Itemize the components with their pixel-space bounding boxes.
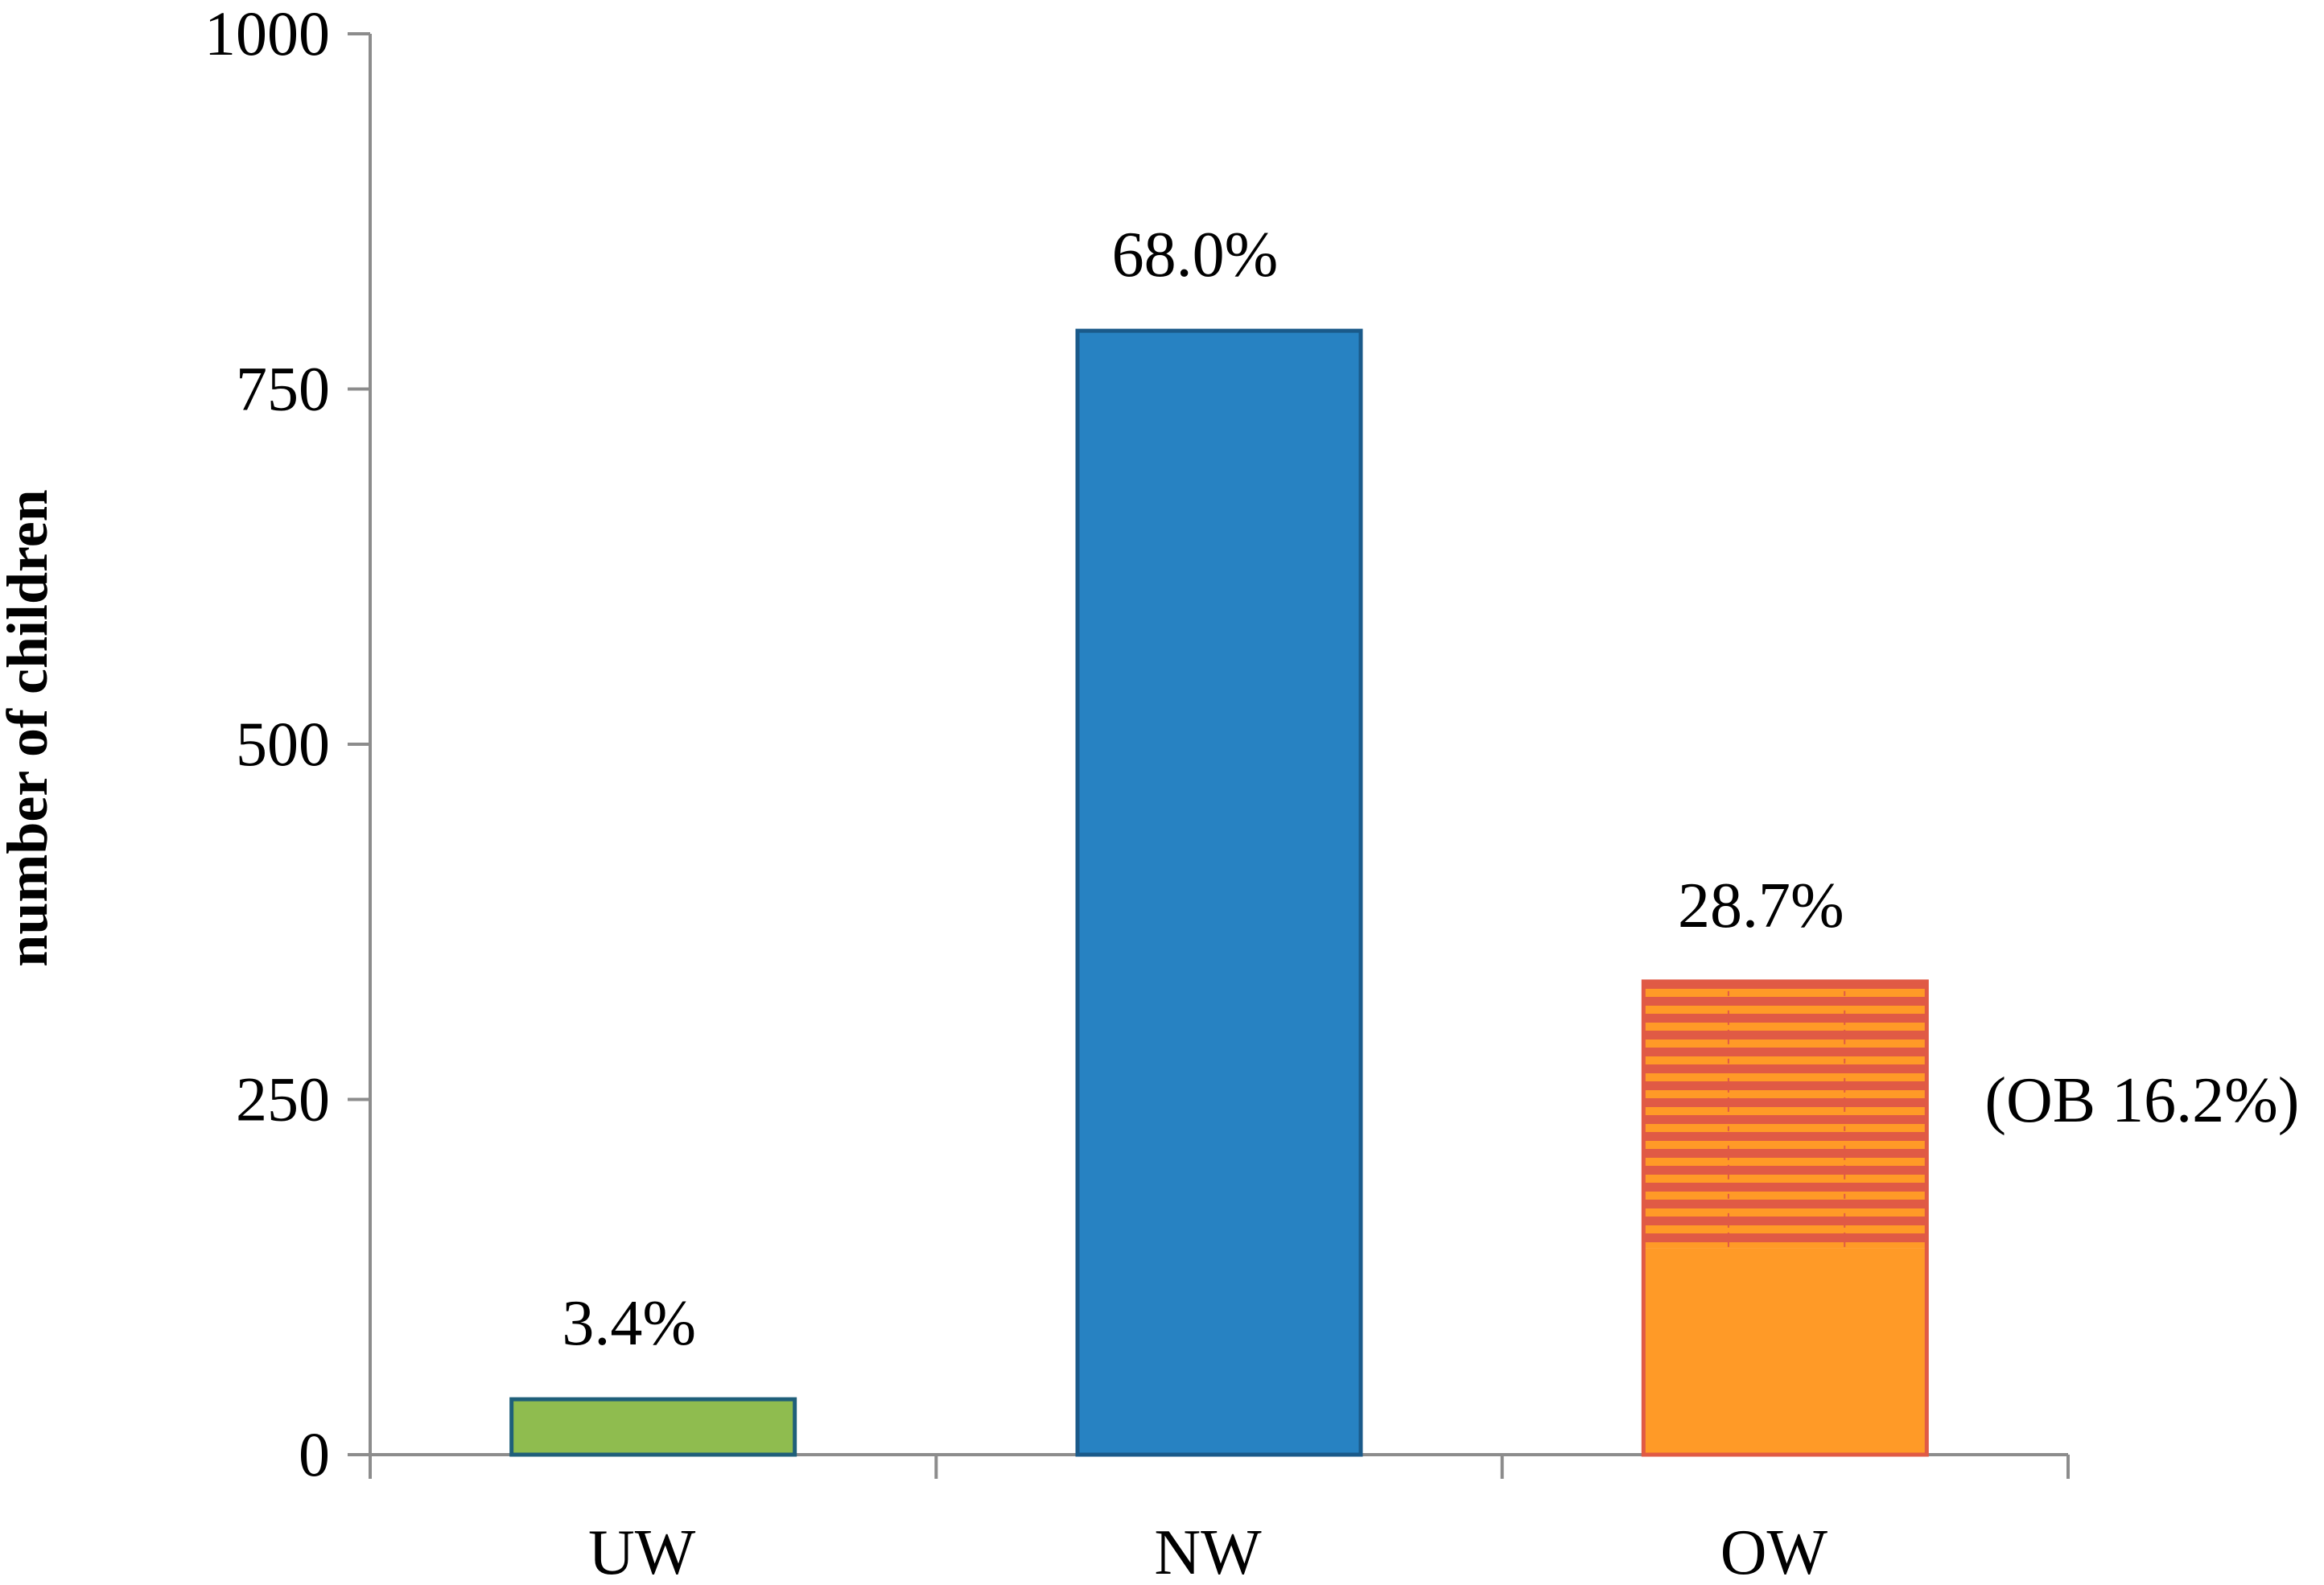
bar-ow-overweight xyxy=(1643,1248,1927,1455)
y-tick-label: 0 xyxy=(299,1419,330,1489)
y-tick-label: 750 xyxy=(236,354,330,424)
data-label-ow: 28.7% xyxy=(1678,871,1844,941)
y-axis-label: number of children xyxy=(0,489,60,966)
data-label-nw: 68.0% xyxy=(1112,220,1279,290)
bar-uw xyxy=(509,1397,797,1457)
y-tick-label: 1000 xyxy=(204,0,330,68)
bar-ow-obese xyxy=(1643,981,1927,1249)
annotation-ob: (OB 16.2%) xyxy=(1984,1065,2299,1136)
y-tick-label: 500 xyxy=(236,709,330,779)
x-ticks xyxy=(369,1455,2070,1479)
y-tick-label: 250 xyxy=(236,1064,330,1134)
x-category-label: NW xyxy=(1154,1517,1262,1585)
data-labels: 3.4% UW 68.0% NW (OB 16.2%) 28.7% OW xyxy=(562,220,2299,1585)
y-ticks: 0 250 500 750 1000 xyxy=(204,0,370,1489)
bars xyxy=(509,328,1929,1457)
bar-nw xyxy=(1075,328,1363,1457)
data-label-uw: 3.4% xyxy=(562,1288,696,1359)
bar-ow-outline xyxy=(1641,979,1929,1457)
x-category-label: UW xyxy=(588,1517,696,1585)
plot-area: 0 250 500 750 1000 3.4% UW 68.0% NW (OB 16.2%) 28… xyxy=(204,0,2299,1585)
x-category-label: OW xyxy=(1720,1517,1828,1585)
